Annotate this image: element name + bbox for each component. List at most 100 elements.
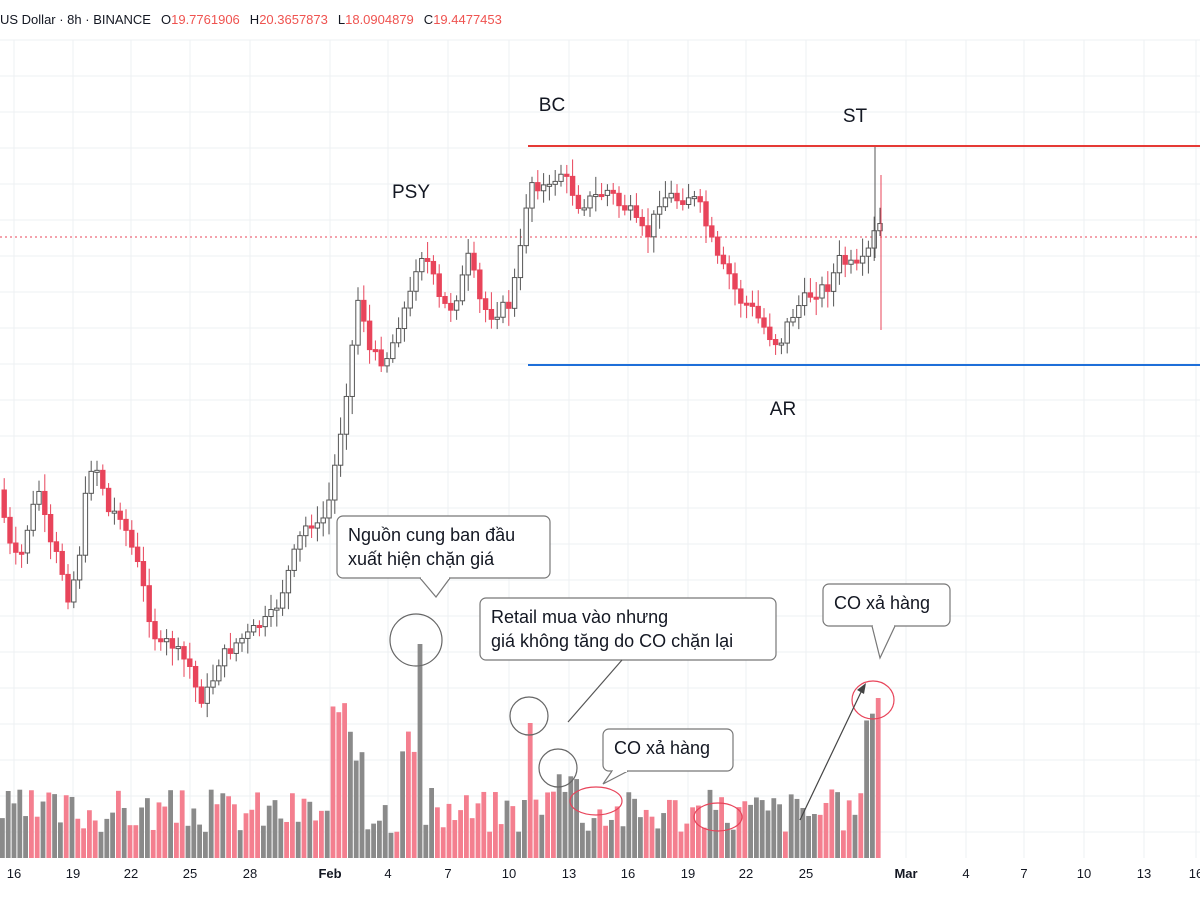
callout-text-line: CO xả hàng bbox=[834, 593, 930, 613]
candle-down bbox=[633, 205, 640, 218]
candlesticks bbox=[1, 145, 883, 718]
volume-bar-down bbox=[255, 792, 260, 858]
candle-down bbox=[680, 200, 686, 205]
volume-bar-down bbox=[81, 828, 86, 858]
volume-highlight-circle-5 bbox=[693, 802, 743, 832]
volume-bar-up bbox=[609, 819, 614, 858]
volume-bar-down bbox=[174, 822, 179, 858]
volume-bar-up bbox=[812, 814, 817, 858]
x-tick-label: 16 bbox=[7, 866, 21, 881]
volume-bar-up bbox=[777, 804, 782, 858]
candle-down bbox=[743, 302, 750, 306]
volume-bar-up bbox=[725, 822, 730, 858]
callout-box bbox=[479, 597, 777, 661]
x-tick-label: 22 bbox=[739, 866, 753, 881]
volume-bar-down bbox=[313, 820, 318, 858]
volume-bar-up bbox=[765, 810, 771, 858]
close-value: C19.4477453 bbox=[423, 12, 502, 27]
volume-bar-up bbox=[0, 818, 5, 858]
volume-bar-down bbox=[34, 816, 40, 858]
candle-down bbox=[471, 252, 477, 271]
volume-bar-up bbox=[58, 822, 63, 858]
volume-bar-down bbox=[493, 792, 498, 858]
x-tick-label: Feb bbox=[318, 866, 341, 881]
volume-bar-up bbox=[324, 810, 330, 858]
chart-grid bbox=[0, 39, 1200, 858]
symbol-text: US Dollar · 8h · BINANCE bbox=[0, 12, 151, 27]
candle-up bbox=[303, 525, 309, 537]
candle-up bbox=[355, 299, 361, 346]
candle-down bbox=[47, 514, 54, 543]
candle-down bbox=[123, 518, 129, 531]
candle-down bbox=[146, 585, 152, 623]
volume-bar-up bbox=[591, 818, 597, 858]
volume-bar-down bbox=[603, 825, 608, 858]
candle-up bbox=[326, 499, 332, 519]
volume-bar-up bbox=[185, 825, 191, 858]
level-lines bbox=[528, 145, 1200, 366]
volume-bar-up bbox=[870, 713, 875, 858]
volume-bar-up bbox=[400, 751, 405, 858]
volume-bar-up bbox=[295, 821, 301, 858]
candle-up bbox=[790, 316, 796, 323]
callout-pointer-line bbox=[567, 659, 623, 723]
candle-down bbox=[610, 189, 616, 194]
volume-bar-down bbox=[150, 829, 156, 858]
volume-bar-up bbox=[168, 790, 173, 858]
candle-down bbox=[761, 317, 767, 328]
candle-up bbox=[465, 252, 471, 276]
candle-up bbox=[511, 277, 518, 309]
volume-bar-down bbox=[481, 791, 487, 858]
candle-up bbox=[76, 554, 83, 581]
candle-down bbox=[158, 638, 164, 643]
volume-bar-up bbox=[203, 831, 208, 858]
candle-down bbox=[709, 225, 715, 238]
volume-bar-down bbox=[469, 818, 475, 858]
volume-bar-up bbox=[110, 812, 115, 858]
candle-down bbox=[854, 259, 860, 264]
candle-up bbox=[94, 469, 100, 473]
candle-down bbox=[65, 573, 71, 603]
volume-bar-down bbox=[435, 807, 440, 858]
candle-down bbox=[308, 525, 315, 529]
candle-up bbox=[848, 259, 854, 265]
callout-tail bbox=[602, 770, 629, 785]
volume-bar-up bbox=[794, 798, 800, 858]
x-tick-label: Mar bbox=[894, 866, 917, 881]
candle-up bbox=[581, 207, 587, 211]
volume-bar-up bbox=[261, 825, 266, 858]
candle-down bbox=[100, 469, 106, 489]
candle-up bbox=[221, 648, 228, 667]
volume-bar-down bbox=[510, 806, 516, 858]
candle-down bbox=[477, 269, 483, 300]
volume-bar-up bbox=[655, 828, 661, 858]
x-axis: 16 19 22 25 28 Feb 4 7 10 13 16 19 22 25 Mar 4 7 10 13 16 bbox=[7, 866, 1200, 881]
candle-up bbox=[82, 492, 89, 556]
volume-bar-up bbox=[556, 774, 562, 858]
x-tick-label: 16 bbox=[1189, 866, 1200, 881]
callout-text-line: xuất hiện chặn giá bbox=[348, 549, 495, 569]
candle-down bbox=[488, 308, 495, 320]
volume-bar-down bbox=[736, 807, 742, 858]
candle-up bbox=[163, 638, 170, 643]
candle-up bbox=[349, 344, 355, 397]
volume-bar-up bbox=[121, 807, 127, 858]
volume-bar-down bbox=[301, 798, 307, 858]
volume-bar-up bbox=[23, 816, 28, 858]
volume-bar-up bbox=[806, 815, 811, 858]
volume-highlight-circle-0 bbox=[389, 613, 443, 667]
volume-bar-up bbox=[788, 794, 794, 858]
volume-bar-down bbox=[690, 807, 695, 858]
candle-up bbox=[71, 579, 77, 603]
volume-bar-down bbox=[179, 790, 185, 858]
volume-bar-up bbox=[864, 720, 869, 858]
x-tick-label: 4 bbox=[962, 866, 969, 881]
volume-bar-up bbox=[98, 831, 104, 858]
candle-down bbox=[256, 625, 263, 629]
candle-up bbox=[204, 686, 210, 704]
volume-bar-down bbox=[232, 804, 237, 858]
candle-up bbox=[88, 470, 94, 494]
volume-bar-up bbox=[730, 829, 736, 858]
volume-bar-down bbox=[487, 831, 492, 858]
